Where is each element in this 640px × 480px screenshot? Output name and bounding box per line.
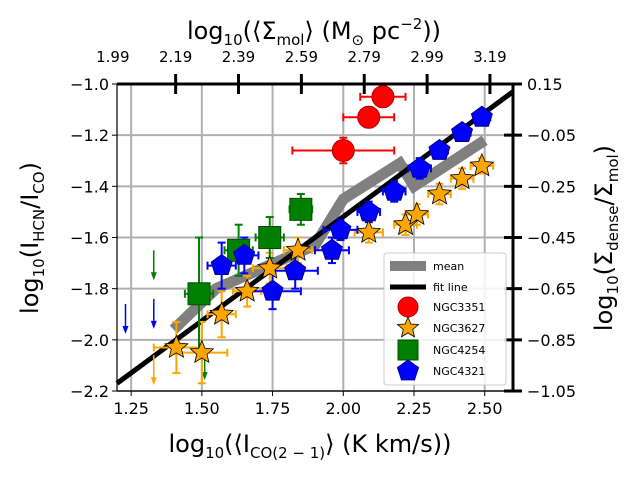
legend-ngc4254-marker <box>397 339 419 361</box>
x-tick-label: 2.50 <box>467 399 503 418</box>
right-tick-label: −1.05 <box>527 382 576 401</box>
ngc3627-point <box>257 255 283 279</box>
legend-ngc3627-marker <box>396 315 420 338</box>
x-axis-label: log10(⟨ICO(2 − 1)⟩ (K km/s)) <box>168 430 451 462</box>
ngc3627-point <box>189 339 215 364</box>
ngc4321-point <box>329 218 352 240</box>
ngc3627-point <box>469 152 495 177</box>
upper-limit-arrowhead <box>150 377 157 386</box>
legend-star-shape <box>396 315 420 338</box>
y-tick-label: −1.8 <box>70 280 109 299</box>
y-tick-label: −1.4 <box>70 177 109 196</box>
ngc3627-point <box>427 180 452 205</box>
upper-limit-arrowhead <box>150 320 157 329</box>
x-tick-label: 1.50 <box>184 399 220 418</box>
legend-label-fit: fit line <box>433 281 468 294</box>
legend-label-mean: mean <box>433 260 464 273</box>
trend-lines <box>115 89 515 386</box>
fit-line <box>115 89 515 386</box>
ngc3627-point <box>209 301 235 325</box>
ngc3627-point <box>449 165 475 190</box>
ngc4321-point <box>357 200 380 222</box>
upper-limit-arrowhead <box>150 272 157 281</box>
right-tick-label: −0.25 <box>527 177 576 196</box>
ngc4321-point <box>261 279 284 301</box>
ngc4254-point <box>289 197 313 221</box>
right-tick-label: −0.65 <box>527 280 576 299</box>
top-tick-label: 2.39 <box>222 48 255 66</box>
ngc3627-point <box>234 278 260 302</box>
upper-limit-arrowhead <box>201 372 208 381</box>
right-tick-label: −0.45 <box>527 229 576 248</box>
ngc3351-point <box>357 105 381 129</box>
ngc3627-point <box>404 201 430 226</box>
y-tick-label: −1.2 <box>70 126 109 145</box>
right-tick-label: −0.05 <box>527 126 576 145</box>
legend-ngc3351-marker <box>397 296 419 318</box>
data-marks <box>122 85 495 386</box>
legend-label-ngc3627: NGC3627 <box>433 322 485 335</box>
top-tick-label: 3.19 <box>473 48 506 66</box>
ngc4321-point <box>470 105 493 127</box>
top-tick-label: 2.59 <box>285 48 318 66</box>
y-tick-label: −1.0 <box>70 75 109 94</box>
ngc3627-point <box>356 219 382 243</box>
ngc3351-point <box>331 139 355 163</box>
ngc4321-point <box>284 259 307 281</box>
ngc3351-point <box>371 85 395 109</box>
legend-pentagon-shape <box>396 359 420 381</box>
top-tick-label: 2.19 <box>159 48 192 66</box>
upper-limit-arrowhead <box>122 326 129 335</box>
ngc4321-point <box>210 253 233 275</box>
top-axis-label: log10(⟨Σmol⟩ (M⊙ pc−2)) <box>187 15 441 49</box>
y-tick-label: −2.2 <box>70 382 109 401</box>
legend: mean fit line NGC3351 NGC3627 NGC4254 NG… <box>383 252 507 386</box>
mean-line <box>169 135 488 334</box>
top-tick-label: 1.99 <box>96 48 129 66</box>
ngc4321-point <box>320 238 343 260</box>
right-tick-label: 0.15 <box>527 75 563 94</box>
x-tick-label: 2.25 <box>396 399 432 418</box>
axes: 1.25 1.50 1.75 2.00 2.25 2.50 −2.2 −2.0 −1.8 −1.6… <box>70 48 576 418</box>
ngc4254-point <box>187 282 211 306</box>
ngc4321-point <box>428 138 451 160</box>
top-tick-label: 2.79 <box>348 48 381 66</box>
x-tick-label: 1.25 <box>113 399 149 418</box>
y-axis-label: log10(IHCN/ICO) <box>16 162 48 314</box>
y-tick-label: −2.0 <box>70 331 109 350</box>
ngc3627-point <box>285 237 311 261</box>
ngc3627-point <box>164 334 189 359</box>
ngc4321-point <box>383 179 406 201</box>
ngc4254-point <box>258 226 282 249</box>
y-tick-label: −1.6 <box>70 229 109 248</box>
ngc4321-point <box>233 243 256 265</box>
ngc4321-point <box>408 156 431 178</box>
legend-label-ngc3351: NGC3351 <box>433 301 485 314</box>
top-tick-label: 2.99 <box>410 48 443 66</box>
x-tick-label: 1.75 <box>255 399 291 418</box>
right-axis-label: log10(Σdense/Σmol) <box>590 145 622 331</box>
legend-label-ngc4254: NGC4254 <box>433 344 485 357</box>
right-tick-label: −0.85 <box>527 331 576 350</box>
legend-label-ngc4321: NGC4321 <box>433 365 485 378</box>
legend-ngc4321-marker <box>396 359 420 381</box>
x-tick-label: 2.00 <box>325 399 361 418</box>
ngc4321-point <box>451 120 474 142</box>
